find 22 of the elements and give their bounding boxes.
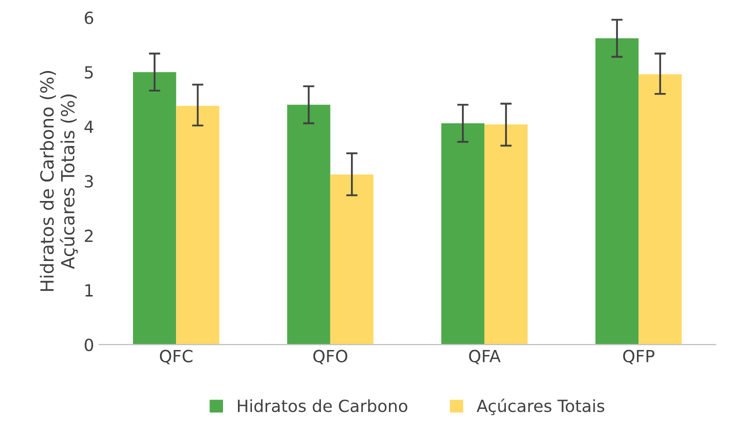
bar (176, 106, 220, 345)
y-tick-label: 1 (85, 284, 93, 296)
y-tick-label: 4 (84, 120, 94, 133)
y-tick-label: 0 (84, 338, 94, 352)
y-tick-label: 2 (84, 230, 93, 242)
y-tick-label: 3 (84, 175, 93, 188)
x-tick-label: QFP (623, 350, 654, 364)
legend-label: Hidratos de Carbono (238, 399, 408, 412)
bar (133, 72, 176, 345)
bar (287, 104, 330, 345)
bar (441, 123, 484, 345)
bar (595, 38, 639, 345)
bar (330, 174, 374, 345)
y-tick-label: 5 (84, 66, 93, 79)
y-tick-label: 6 (84, 12, 94, 24)
bar (484, 124, 528, 345)
y-axis-title: Hidratos de Carbono (%) Açúcares Totais (%) (40, 71, 78, 291)
legend-label: Açúcares Totais (476, 398, 604, 416)
x-tick-label: QFC (160, 350, 192, 364)
bar (638, 74, 682, 345)
x-tick-label: QFA (469, 350, 501, 364)
x-tick-label: QFO (313, 350, 348, 364)
